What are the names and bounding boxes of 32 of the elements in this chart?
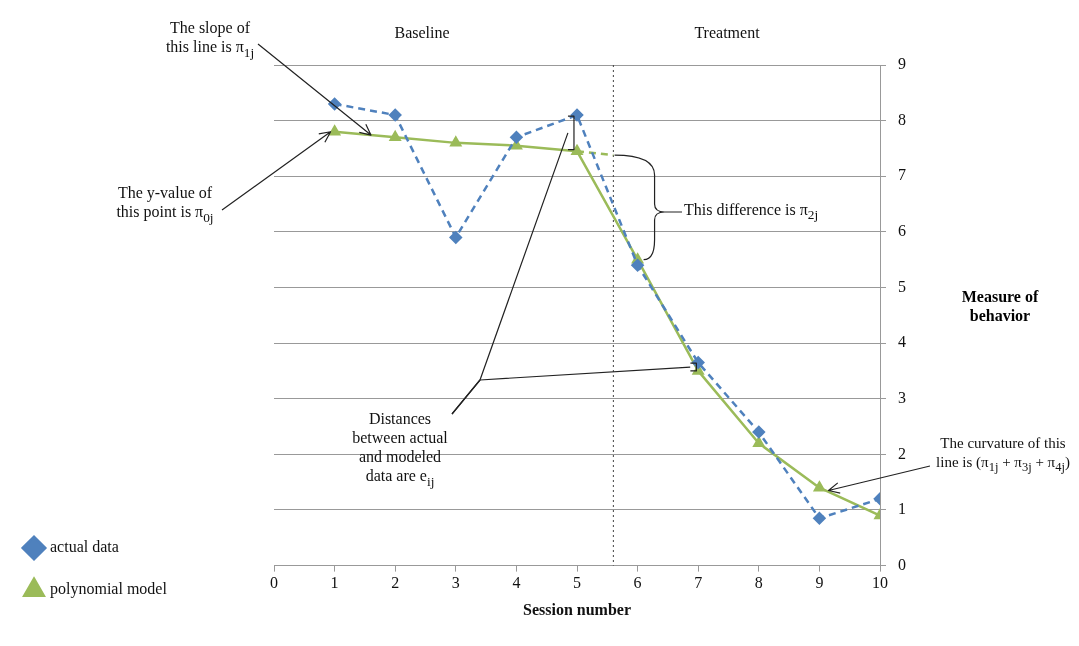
x-tick-label: 7 (694, 574, 703, 592)
x-tick-label: 5 (573, 574, 581, 592)
y-tick-label: 1 (898, 500, 906, 518)
y-tick-label: 5 (898, 277, 906, 295)
x-tick-label: 8 (754, 574, 763, 592)
y-tick-label: 0 (898, 555, 906, 573)
text: Treatment (693, 22, 761, 42)
annotation: The slope of this line is π$_{1j}$ (164, 18, 256, 62)
legend-label: actual data (50, 538, 119, 556)
x-tick-label: 6 (633, 574, 642, 592)
y-tick-label: 4 (898, 333, 906, 351)
y-tick-label: 9 (898, 55, 906, 73)
annotation: The y-value of this point is π$_{0j}$ (115, 183, 215, 227)
x-tick-label: 3 (451, 574, 460, 592)
y-tick-label: 8 (898, 110, 906, 128)
x-tick-label: 0 (270, 574, 278, 592)
x-tick-label: 4 (512, 574, 521, 592)
y-axis-title: Measure of behavior (960, 287, 1040, 325)
annotation: The curvature of this line is (π$_{1j}$ + π$_{3j}$ + π$_{4j}$) (935, 433, 1071, 476)
annotation: This difference is π$_{2j}$ (684, 199, 819, 225)
annotation: Distances between actual and modeled data are e$_{ij}$ (351, 409, 449, 491)
x-tick-label: 10 (872, 574, 888, 592)
y-tick-label: 6 (898, 222, 906, 240)
x-axis-title: Session number (522, 600, 632, 618)
legend-label: polynomial model (50, 580, 168, 599)
x-tick-label: 9 (815, 574, 824, 592)
x-tick-label: 1 (330, 574, 339, 592)
y-tick-label: 7 (898, 166, 906, 184)
x-tick-label: 2 (391, 574, 400, 592)
y-tick-label: 2 (898, 444, 906, 462)
y-tick-label: 3 (898, 388, 906, 406)
text: Baseline (393, 22, 451, 42)
